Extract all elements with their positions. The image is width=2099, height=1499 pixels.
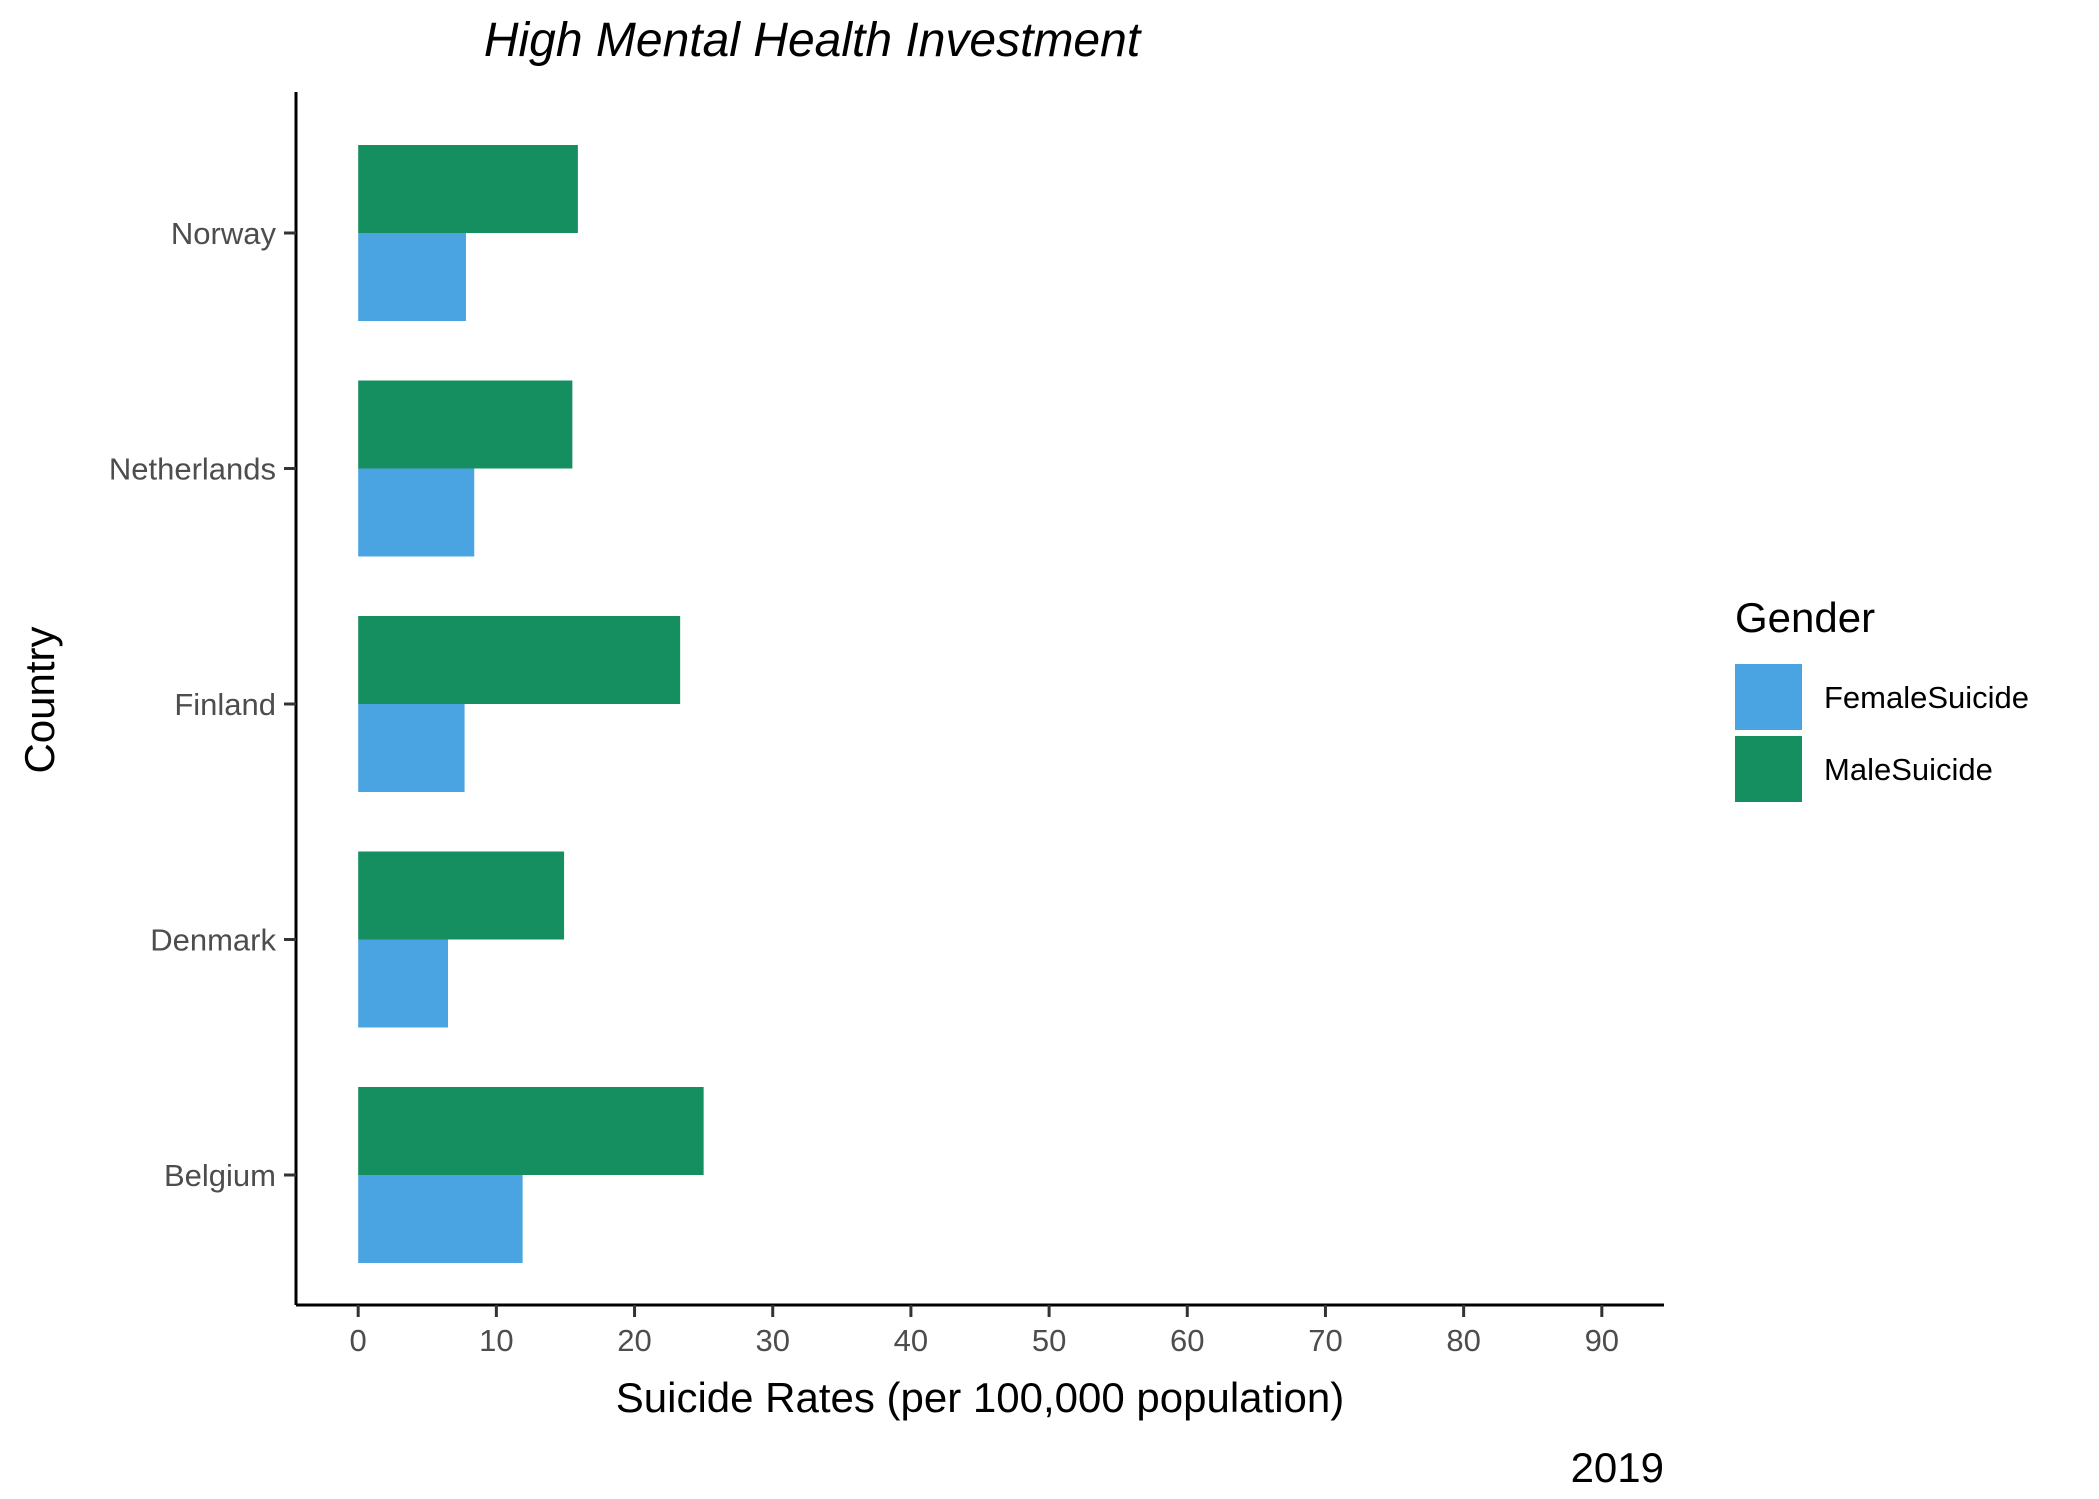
x-tick-label-40: 40 xyxy=(894,1323,928,1358)
bars-layer xyxy=(358,145,704,1263)
x-tick-label-30: 30 xyxy=(755,1323,789,1358)
legend-title: Gender xyxy=(1735,594,1875,641)
bar-netherlands-femalesuicide xyxy=(358,468,475,557)
y-axis-title: Country xyxy=(16,626,63,773)
bar-denmark-femalesuicide xyxy=(358,939,448,1028)
bar-norway-femalesuicide xyxy=(358,233,466,321)
x-axis-ticks: 0 10 20 30 40 50 60 70 80 90 xyxy=(350,1305,1619,1358)
bar-denmark-malesuicide xyxy=(358,851,565,940)
bar-finland-malesuicide xyxy=(358,616,681,704)
bar-netherlands-malesuicide xyxy=(358,380,573,469)
legend-key-malesuicide xyxy=(1735,736,1802,802)
x-axis-title: Suicide Rates (per 100,000 population) xyxy=(616,1374,1344,1421)
bar-finland-femalesuicide xyxy=(358,704,465,792)
chart-title: High Mental Health Investment xyxy=(484,14,1142,67)
x-tick-label-70: 70 xyxy=(1308,1323,1342,1358)
x-tick-label-10: 10 xyxy=(479,1323,513,1358)
bar-belgium-femalesuicide xyxy=(358,1175,523,1263)
legend-key-femalesuicide xyxy=(1735,664,1802,730)
chart-caption: 2019 xyxy=(1571,1444,1664,1491)
legend: Gender FemaleSuicide MaleSuicide xyxy=(1735,594,2029,802)
legend-label-femalesuicide: FemaleSuicide xyxy=(1824,680,2029,715)
x-tick-label-60: 60 xyxy=(1170,1323,1204,1358)
x-tick-label-80: 80 xyxy=(1446,1323,1480,1358)
x-tick-label-0: 0 xyxy=(350,1323,367,1358)
legend-label-malesuicide: MaleSuicide xyxy=(1824,752,1993,787)
y-tick-label-belgium: Belgium xyxy=(164,1158,276,1193)
y-axis-ticks: Norway Netherlands Finland Denmark Belgium xyxy=(109,216,296,1193)
legend-entries: FemaleSuicide MaleSuicide xyxy=(1735,664,2029,802)
y-tick-label-denmark: Denmark xyxy=(150,923,276,958)
bar-norway-malesuicide xyxy=(358,145,578,233)
x-tick-label-90: 90 xyxy=(1585,1323,1619,1358)
y-tick-label-norway: Norway xyxy=(171,216,277,251)
x-tick-label-20: 20 xyxy=(617,1323,651,1358)
y-tick-label-finland: Finland xyxy=(174,687,276,722)
x-tick-label-50: 50 xyxy=(1032,1323,1066,1358)
y-tick-label-netherlands: Netherlands xyxy=(109,452,276,487)
bar-belgium-malesuicide xyxy=(358,1087,704,1175)
